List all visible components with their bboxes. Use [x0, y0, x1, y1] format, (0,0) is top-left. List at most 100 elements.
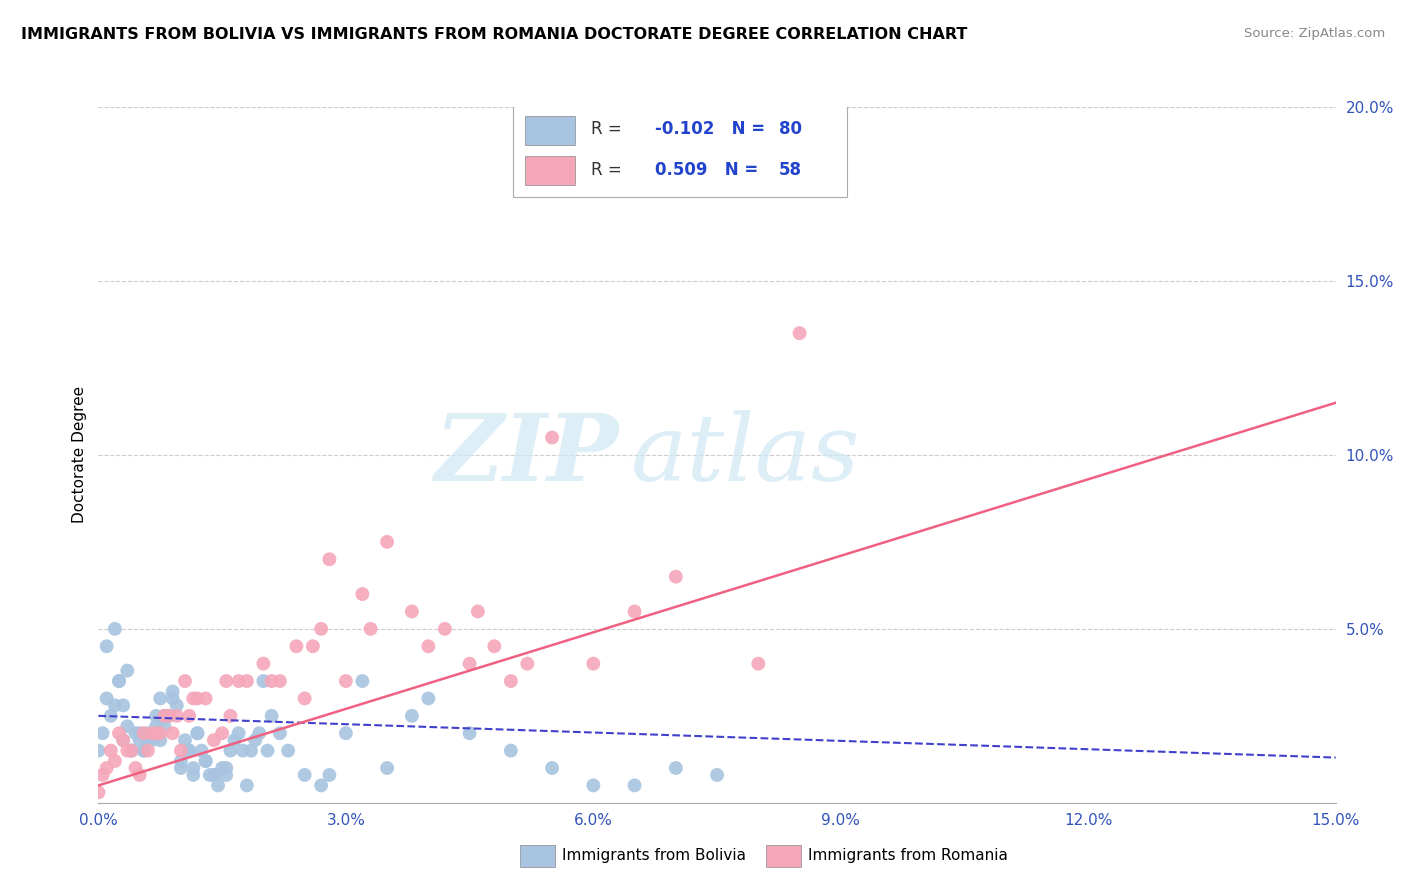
- Text: 0.509   N =: 0.509 N =: [655, 161, 765, 178]
- Point: [623, 778, 645, 792]
- Point: [181, 768, 204, 782]
- Point: [157, 708, 180, 723]
- Point: [128, 733, 150, 747]
- Point: [582, 657, 605, 671]
- Point: [352, 674, 374, 689]
- Point: [145, 719, 167, 733]
- Point: [458, 726, 481, 740]
- Point: [149, 691, 172, 706]
- Point: [124, 726, 146, 740]
- Point: [91, 726, 114, 740]
- Point: [294, 768, 316, 782]
- Point: [120, 744, 142, 758]
- Point: [96, 639, 118, 653]
- Point: [236, 674, 259, 689]
- Point: [162, 726, 184, 740]
- Point: [112, 733, 135, 747]
- Point: [285, 639, 308, 653]
- Point: [375, 534, 398, 549]
- Point: [211, 761, 233, 775]
- Point: [117, 744, 139, 758]
- Point: [124, 761, 146, 775]
- Point: [219, 708, 242, 723]
- Point: [215, 768, 238, 782]
- Point: [104, 754, 127, 768]
- Point: [104, 622, 127, 636]
- Point: [318, 768, 340, 782]
- Point: [252, 674, 274, 689]
- Point: [162, 691, 184, 706]
- Point: [136, 733, 159, 747]
- Point: [96, 691, 118, 706]
- Point: [162, 684, 184, 698]
- Point: [190, 744, 212, 758]
- Point: [418, 691, 440, 706]
- Point: [665, 761, 688, 775]
- Point: [360, 622, 382, 636]
- Point: [309, 622, 332, 636]
- Point: [108, 674, 131, 689]
- Point: [401, 605, 423, 619]
- Text: IMMIGRANTS FROM BOLIVIA VS IMMIGRANTS FROM ROMANIA DOCTORATE DEGREE CORRELATION : IMMIGRANTS FROM BOLIVIA VS IMMIGRANTS FR…: [21, 27, 967, 42]
- Point: [104, 698, 127, 713]
- Point: [458, 657, 481, 671]
- Point: [166, 698, 188, 713]
- Point: [157, 708, 180, 723]
- Point: [256, 744, 278, 758]
- FancyBboxPatch shape: [526, 116, 575, 145]
- FancyBboxPatch shape: [526, 156, 575, 185]
- Point: [120, 744, 142, 758]
- Point: [623, 605, 645, 619]
- Point: [117, 664, 139, 678]
- Point: [294, 691, 316, 706]
- Point: [186, 726, 208, 740]
- Point: [215, 674, 238, 689]
- Point: [467, 605, 489, 619]
- Point: [202, 733, 225, 747]
- Point: [228, 674, 250, 689]
- Point: [219, 744, 242, 758]
- Point: [499, 674, 522, 689]
- Point: [789, 326, 811, 340]
- Y-axis label: Doctorate Degree: Doctorate Degree: [72, 386, 87, 524]
- Text: ZIP: ZIP: [434, 410, 619, 500]
- Point: [401, 708, 423, 723]
- Point: [302, 639, 325, 653]
- Point: [170, 761, 193, 775]
- Point: [335, 674, 357, 689]
- Point: [747, 657, 769, 671]
- Point: [198, 768, 221, 782]
- Point: [179, 744, 201, 758]
- Point: [665, 570, 688, 584]
- Point: [240, 744, 263, 758]
- Text: atlas: atlas: [630, 410, 860, 500]
- Point: [149, 733, 172, 747]
- Point: [260, 674, 283, 689]
- Text: R =: R =: [591, 120, 627, 138]
- Text: -0.102   N =: -0.102 N =: [655, 120, 770, 138]
- Point: [252, 657, 274, 671]
- Point: [100, 708, 122, 723]
- Point: [516, 657, 538, 671]
- Point: [499, 744, 522, 758]
- Point: [179, 708, 201, 723]
- Point: [194, 754, 217, 768]
- Point: [128, 768, 150, 782]
- Point: [141, 726, 163, 740]
- Point: [228, 726, 250, 740]
- Point: [202, 768, 225, 782]
- Point: [132, 744, 155, 758]
- Point: [132, 744, 155, 758]
- Point: [236, 778, 259, 792]
- Text: 58: 58: [779, 161, 801, 178]
- Point: [117, 719, 139, 733]
- Point: [128, 726, 150, 740]
- Point: [375, 761, 398, 775]
- FancyBboxPatch shape: [513, 103, 846, 197]
- Point: [174, 733, 197, 747]
- Point: [153, 719, 176, 733]
- Point: [132, 726, 155, 740]
- Point: [318, 552, 340, 566]
- Point: [145, 708, 167, 723]
- Point: [112, 733, 135, 747]
